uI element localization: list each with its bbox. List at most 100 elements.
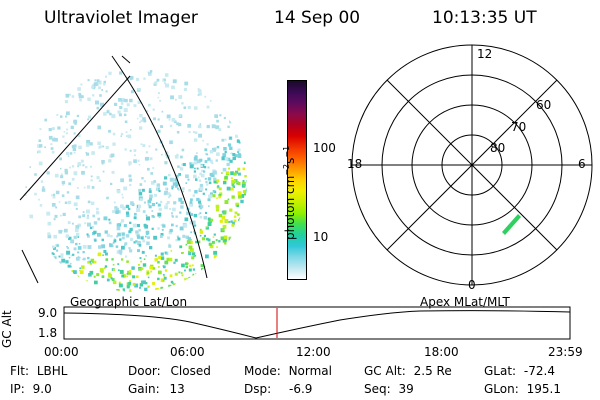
emission-pixel bbox=[226, 186, 231, 191]
emission-pixel bbox=[206, 105, 210, 109]
emission-pixel bbox=[177, 237, 181, 241]
emission-pixel bbox=[134, 283, 139, 288]
emission-pixel bbox=[64, 171, 69, 175]
emission-pixel bbox=[140, 143, 143, 145]
emission-pixel bbox=[129, 183, 132, 187]
emission-pixel bbox=[93, 275, 96, 278]
emission-pixel bbox=[234, 154, 238, 158]
emission-pixel bbox=[128, 280, 132, 283]
emission-pixel bbox=[101, 238, 104, 242]
emission-pixel bbox=[221, 172, 223, 174]
emission-pixel bbox=[90, 175, 93, 178]
mlt-label-12: 12 bbox=[477, 47, 493, 61]
emission-pixel bbox=[86, 216, 90, 220]
emission-pixel bbox=[58, 255, 61, 258]
emission-pixel bbox=[68, 182, 72, 186]
emission-pixel bbox=[216, 145, 220, 149]
timeline-ytick-bottom: 1.8 bbox=[38, 326, 58, 340]
emission-pixel bbox=[47, 232, 51, 236]
emission-pixel bbox=[163, 78, 166, 82]
emission-pixel bbox=[201, 268, 204, 271]
emission-pixel bbox=[96, 176, 100, 180]
emission-pixel bbox=[92, 232, 96, 236]
emission-pixel bbox=[162, 223, 165, 226]
emission-pixel bbox=[74, 122, 77, 125]
emission-pixel bbox=[103, 112, 107, 116]
emission-pixel bbox=[246, 180, 247, 183]
emission-pixel bbox=[60, 255, 64, 259]
emission-pixel bbox=[129, 227, 133, 232]
emission-pixel bbox=[233, 179, 236, 183]
emission-pixel bbox=[70, 125, 74, 129]
emission-pixel bbox=[208, 181, 212, 185]
emission-pixel bbox=[111, 114, 116, 119]
timeline-left-title: Geographic Lat/Lon bbox=[70, 295, 188, 309]
emission-pixel bbox=[129, 149, 132, 152]
emission-pixel bbox=[92, 84, 96, 89]
emission-pixel bbox=[128, 282, 132, 285]
emission-pixel bbox=[37, 151, 39, 154]
emission-pixel bbox=[25, 186, 27, 188]
emission-pixel bbox=[135, 231, 139, 235]
emission-pixel bbox=[129, 221, 132, 224]
emission-pixel bbox=[100, 270, 104, 274]
emission-pixel bbox=[177, 165, 180, 168]
emission-pixel bbox=[185, 182, 188, 184]
emission-pixel bbox=[89, 226, 93, 229]
emission-pixel bbox=[221, 210, 224, 213]
emission-pixel bbox=[61, 180, 66, 185]
emission-pixel bbox=[127, 270, 132, 275]
polar-ring-50 bbox=[351, 44, 593, 286]
emission-pixel bbox=[116, 289, 120, 292]
emission-pixel bbox=[82, 214, 86, 218]
emission-pixel bbox=[71, 270, 74, 273]
emission-pixel bbox=[146, 110, 149, 113]
emission-pixel bbox=[94, 82, 99, 86]
emission-pixel bbox=[74, 173, 77, 176]
emission-pixel bbox=[199, 212, 202, 215]
emission-pixel bbox=[179, 114, 182, 117]
emission-pixel bbox=[150, 181, 155, 185]
emission-pixel bbox=[109, 243, 113, 248]
emission-pixel bbox=[228, 236, 233, 241]
emission-pixel bbox=[135, 240, 138, 243]
emission-pixel bbox=[47, 234, 52, 239]
emission-pixel bbox=[128, 247, 131, 250]
emission-pixel bbox=[223, 238, 227, 242]
emission-pixel bbox=[222, 153, 227, 157]
emission-pixel bbox=[230, 187, 234, 191]
emission-pixel bbox=[196, 167, 199, 170]
emission-pixel bbox=[102, 145, 105, 148]
emission-pixel bbox=[133, 159, 137, 163]
emission-pixel bbox=[129, 77, 133, 81]
emission-pixel bbox=[189, 203, 193, 207]
emission-pixel bbox=[111, 170, 115, 174]
emission-pixel bbox=[94, 239, 97, 242]
emission-pixel bbox=[193, 255, 195, 258]
emission-pixel bbox=[140, 280, 145, 284]
emission-pixel bbox=[199, 271, 202, 274]
emission-pixel bbox=[160, 286, 164, 290]
emission-pixel bbox=[133, 241, 136, 244]
emission-pixel bbox=[126, 211, 129, 215]
emission-pixel bbox=[92, 214, 95, 218]
emission-pixel bbox=[164, 260, 169, 265]
emission-pixel bbox=[189, 221, 193, 225]
emission-pixel bbox=[114, 206, 118, 210]
emission-pixel bbox=[133, 104, 137, 108]
emission-pixel bbox=[206, 124, 210, 129]
emission-pixel bbox=[169, 194, 172, 197]
emission-pixel bbox=[52, 253, 55, 256]
timeline-right-title: Apex MLat/MLT bbox=[420, 295, 510, 309]
emission-pixel bbox=[153, 180, 157, 183]
polar-ring-60 bbox=[381, 74, 563, 256]
emission-pixel bbox=[216, 179, 220, 183]
emission-pixel bbox=[188, 276, 192, 280]
emission-pixel bbox=[67, 221, 71, 224]
emission-pixel bbox=[187, 237, 191, 241]
emission-pixel bbox=[137, 100, 141, 104]
emission-pixel bbox=[219, 114, 222, 117]
emission-pixel bbox=[121, 193, 123, 196]
emission-pixel bbox=[129, 98, 133, 103]
emission-pixel bbox=[148, 188, 152, 191]
